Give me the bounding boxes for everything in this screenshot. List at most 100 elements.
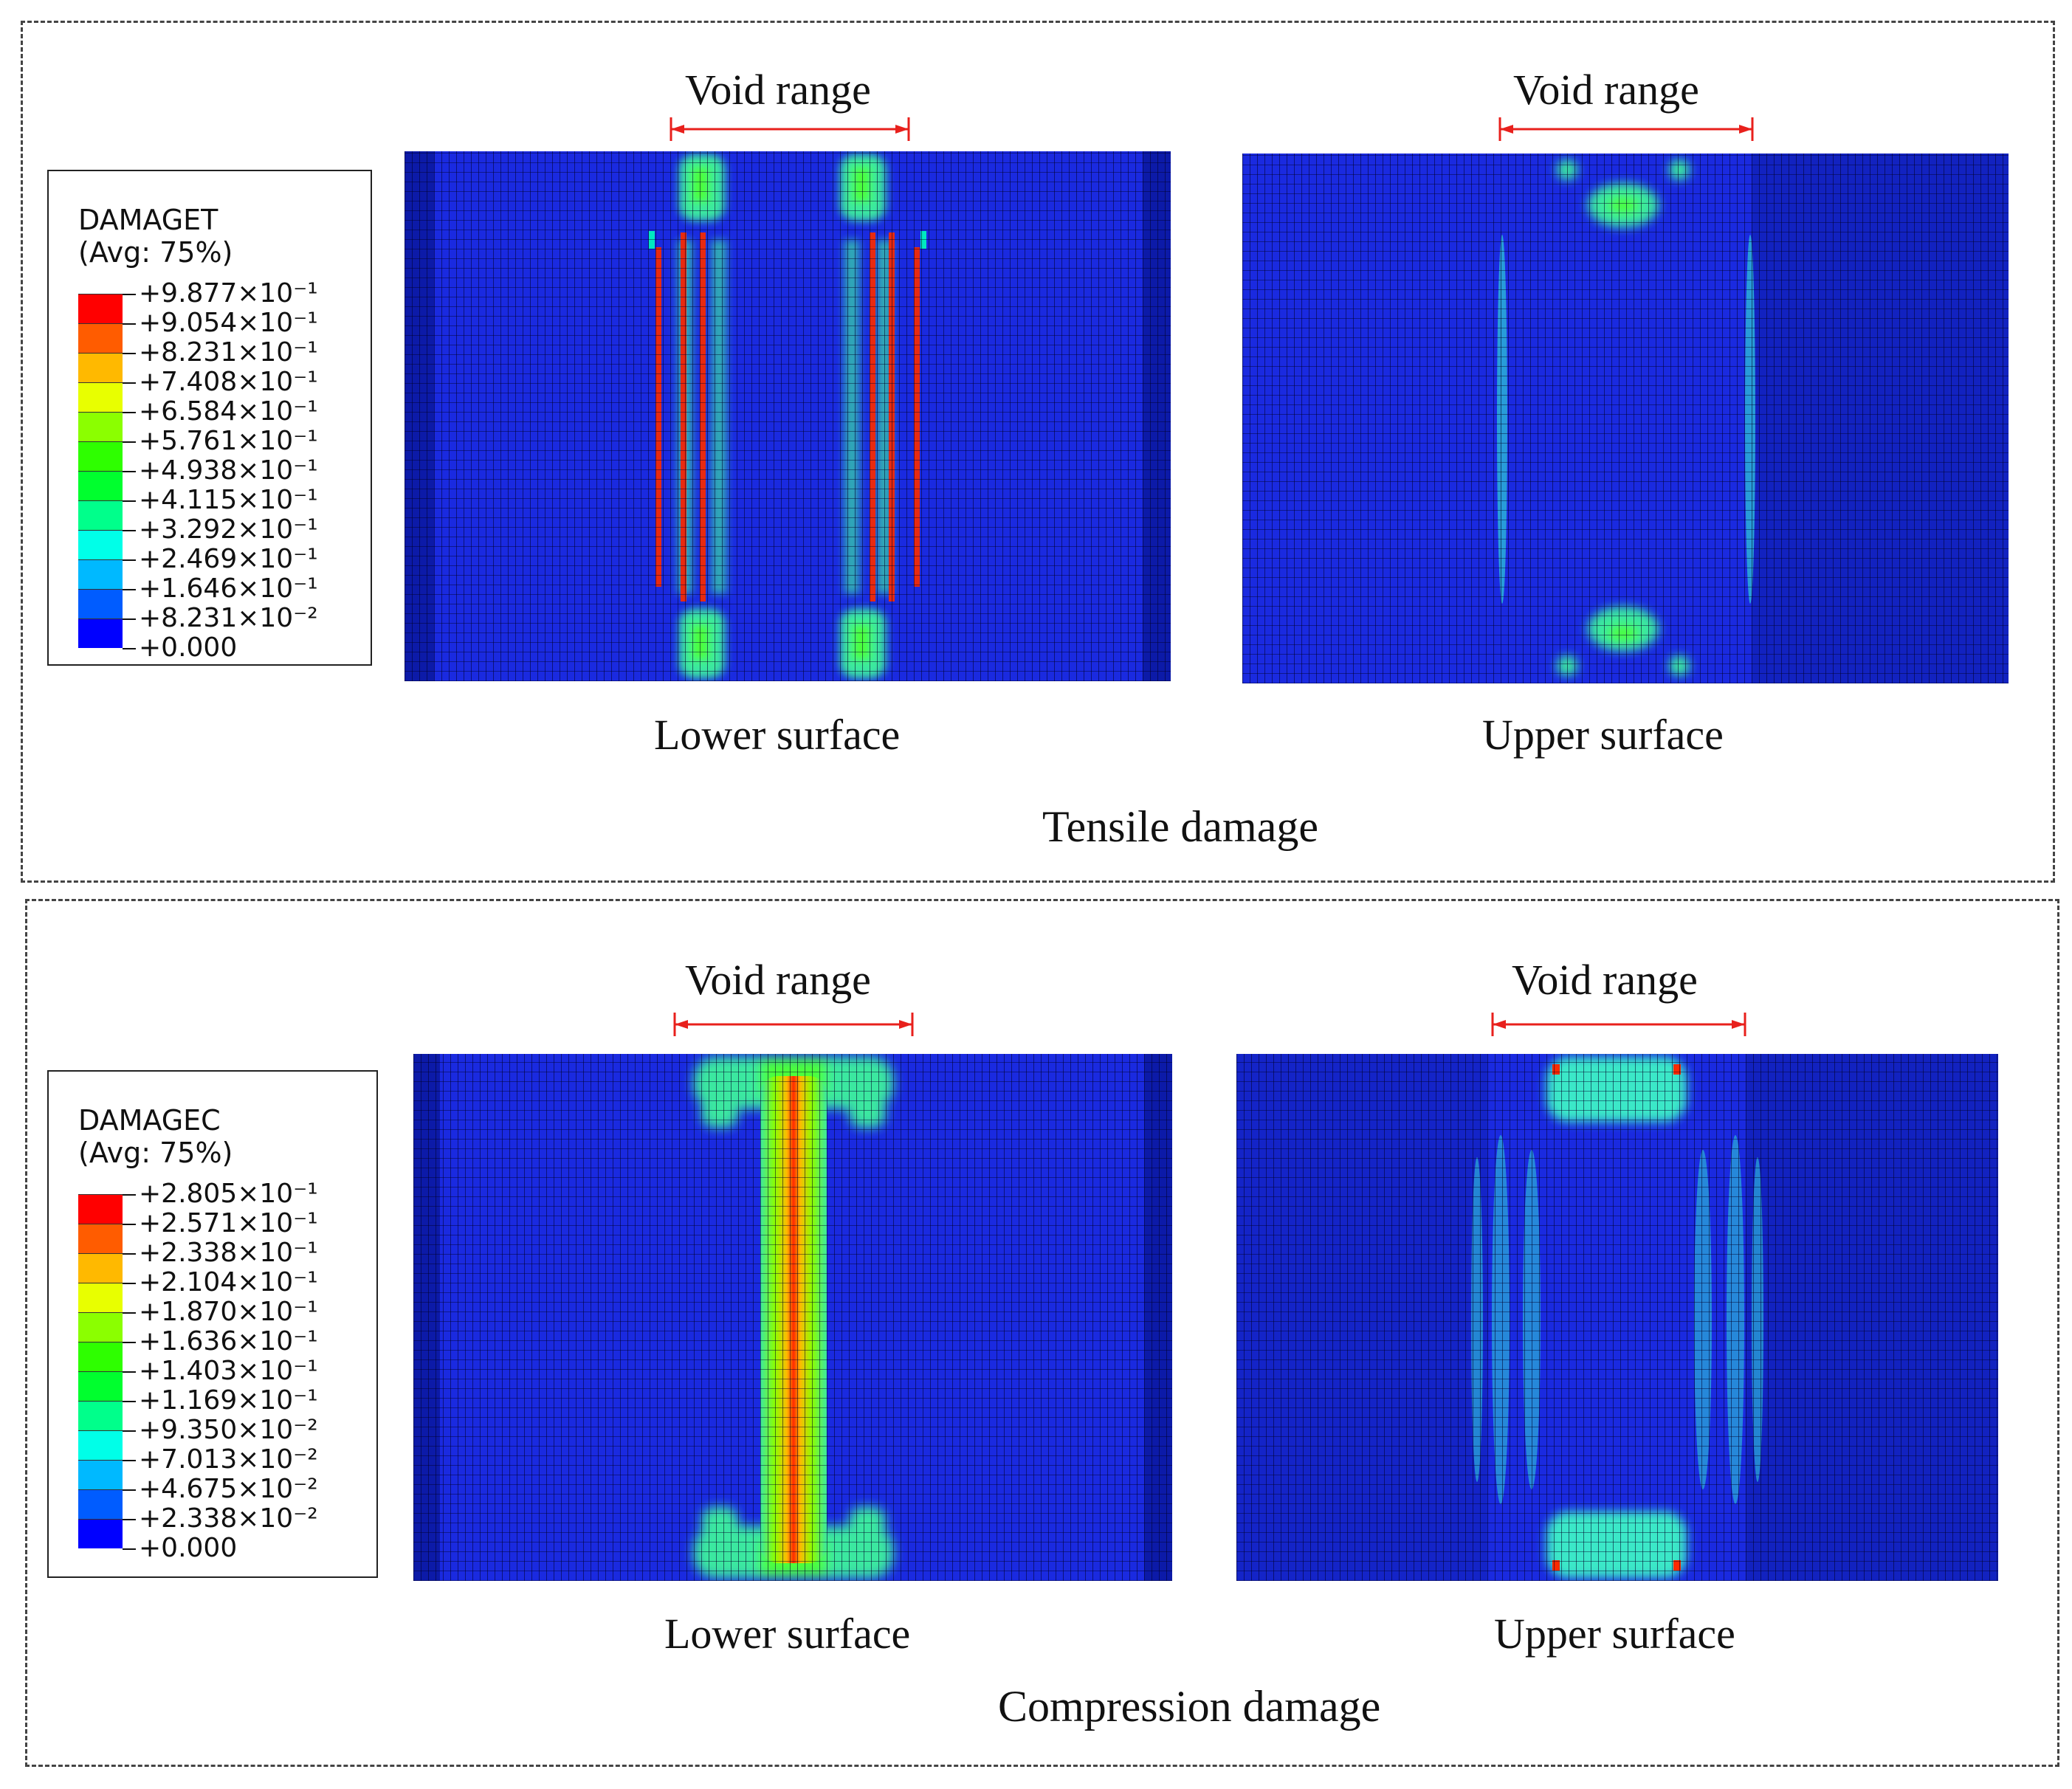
surface-label: Upper surface xyxy=(1494,1610,1735,1658)
legend-tick xyxy=(123,353,136,354)
legend-level-label: +1.169×10⁻¹ xyxy=(139,1385,318,1416)
legend-swatch xyxy=(78,1460,123,1489)
legend-level-label: +9.054×10⁻¹ xyxy=(139,308,318,338)
legend-swatch xyxy=(78,412,123,441)
legend-tick xyxy=(123,530,136,531)
legend-tick xyxy=(123,1371,136,1373)
legend-level-label: +6.584×10⁻¹ xyxy=(139,396,318,427)
legend-level-label: +4.938×10⁻¹ xyxy=(139,455,318,486)
legend-tick xyxy=(123,1312,136,1314)
legend-min-label: +0.000 xyxy=(139,632,238,663)
legend-swatch xyxy=(78,1283,123,1312)
legend-level-label: +3.292×10⁻¹ xyxy=(139,514,318,545)
legend-swatch xyxy=(78,1253,123,1283)
tensile-legend: DAMAGET (Avg: 75%) +9.877×10⁻¹ +9.054×10⁻… xyxy=(47,170,372,666)
legend-level-label: +2.469×10⁻¹ xyxy=(139,544,318,574)
legend-swatch xyxy=(78,1371,123,1401)
contour-plot-compression-lower xyxy=(413,1054,1172,1581)
legend-tick xyxy=(123,294,136,295)
void-range-label: Void range xyxy=(1513,66,1699,114)
legend-level-label: +7.013×10⁻² xyxy=(139,1444,318,1475)
legend-level-label: +8.231×10⁻¹ xyxy=(139,337,318,368)
legend-swatch xyxy=(78,1430,123,1460)
legend-swatch xyxy=(78,530,123,559)
surface-label: Lower surface xyxy=(654,711,901,759)
legend-tick xyxy=(123,648,136,649)
contour-plot-compression-upper xyxy=(1236,1054,1998,1581)
void-range-bracket xyxy=(1491,1013,1746,1036)
void-range-bracket xyxy=(670,117,910,141)
legend-tick xyxy=(123,1253,136,1255)
legend-tick xyxy=(123,1489,136,1491)
legend-variable: DAMAGET xyxy=(78,204,218,236)
legend-level-label: +1.870×10⁻¹ xyxy=(139,1297,318,1327)
legend-swatch xyxy=(78,294,123,323)
legend-level-label: +1.646×10⁻¹ xyxy=(139,573,318,604)
void-range-label: Void range xyxy=(685,956,871,1004)
legend-tick xyxy=(123,1460,136,1461)
legend-averaging: (Avg: 75%) xyxy=(78,236,233,269)
legend-swatch xyxy=(78,500,123,530)
legend-tick xyxy=(123,1194,136,1196)
panel-caption: Compression damage xyxy=(998,1682,1381,1731)
legend-level-label: +8.231×10⁻² xyxy=(139,603,318,633)
legend-swatch xyxy=(78,1489,123,1519)
legend-tick xyxy=(123,589,136,590)
tensile-damage-panel xyxy=(21,21,2055,883)
legend-level-label: +4.675×10⁻² xyxy=(139,1474,318,1504)
legend-level-label: +2.338×10⁻² xyxy=(139,1503,318,1534)
legend-tick xyxy=(123,1224,136,1225)
legend-level-label: +7.408×10⁻¹ xyxy=(139,367,318,397)
legend-tick xyxy=(123,1283,136,1284)
legend-swatch xyxy=(78,382,123,412)
legend-tick xyxy=(123,1519,136,1520)
legend-averaging: (Avg: 75%) xyxy=(78,1137,233,1169)
legend-tick xyxy=(123,471,136,472)
legend-tick xyxy=(123,441,136,443)
legend-tick xyxy=(123,323,136,325)
legend-swatch xyxy=(78,1401,123,1430)
void-range-bracket xyxy=(1498,117,1754,141)
legend-tick xyxy=(123,500,136,502)
compression-damage-panel xyxy=(25,899,2059,1767)
legend-level-label: +2.571×10⁻¹ xyxy=(139,1208,318,1238)
legend-swatch xyxy=(78,559,123,589)
legend-tick xyxy=(123,412,136,413)
legend-tick xyxy=(123,1548,136,1550)
legend-level-label: +4.115×10⁻¹ xyxy=(139,485,318,515)
legend-swatch xyxy=(78,471,123,500)
compression-legend: DAMAGEC (Avg: 75%) +2.805×10⁻¹ +2.571×10⁻… xyxy=(47,1070,378,1578)
surface-label: Upper surface xyxy=(1482,711,1724,759)
legend-swatch xyxy=(78,1194,123,1224)
void-range-bracket xyxy=(673,1013,914,1036)
legend-variable: DAMAGEC xyxy=(78,1104,221,1137)
surface-label: Lower surface xyxy=(664,1610,911,1658)
legend-level-label: +5.761×10⁻¹ xyxy=(139,426,318,456)
legend-swatch xyxy=(78,441,123,471)
legend-swatch xyxy=(78,1312,123,1342)
legend-level-label: +1.403×10⁻¹ xyxy=(139,1356,318,1386)
legend-level-label: +9.877×10⁻¹ xyxy=(139,278,318,308)
legend-swatch xyxy=(78,1519,123,1548)
legend-tick xyxy=(123,1342,136,1343)
panel-caption: Tensile damage xyxy=(1042,802,1318,851)
legend-tick xyxy=(123,559,136,561)
legend-swatch xyxy=(78,618,123,648)
void-range-label: Void range xyxy=(685,66,871,114)
contour-plot-tensile-upper xyxy=(1242,154,2009,683)
legend-tick xyxy=(123,618,136,620)
legend-level-label: +1.636×10⁻¹ xyxy=(139,1326,318,1357)
legend-tick xyxy=(123,1401,136,1402)
legend-level-label: +2.104×10⁻¹ xyxy=(139,1267,318,1297)
legend-tick xyxy=(123,382,136,384)
legend-swatch xyxy=(78,353,123,382)
void-range-label: Void range xyxy=(1512,956,1698,1004)
legend-level-label: +2.805×10⁻¹ xyxy=(139,1179,318,1209)
legend-min-label: +0.000 xyxy=(139,1533,238,1563)
legend-level-label: +9.350×10⁻² xyxy=(139,1415,318,1445)
legend-tick xyxy=(123,1430,136,1432)
contour-plot-tensile-lower xyxy=(405,151,1171,681)
legend-swatch xyxy=(78,589,123,618)
legend-level-label: +2.338×10⁻¹ xyxy=(139,1238,318,1268)
legend-swatch xyxy=(78,1224,123,1253)
